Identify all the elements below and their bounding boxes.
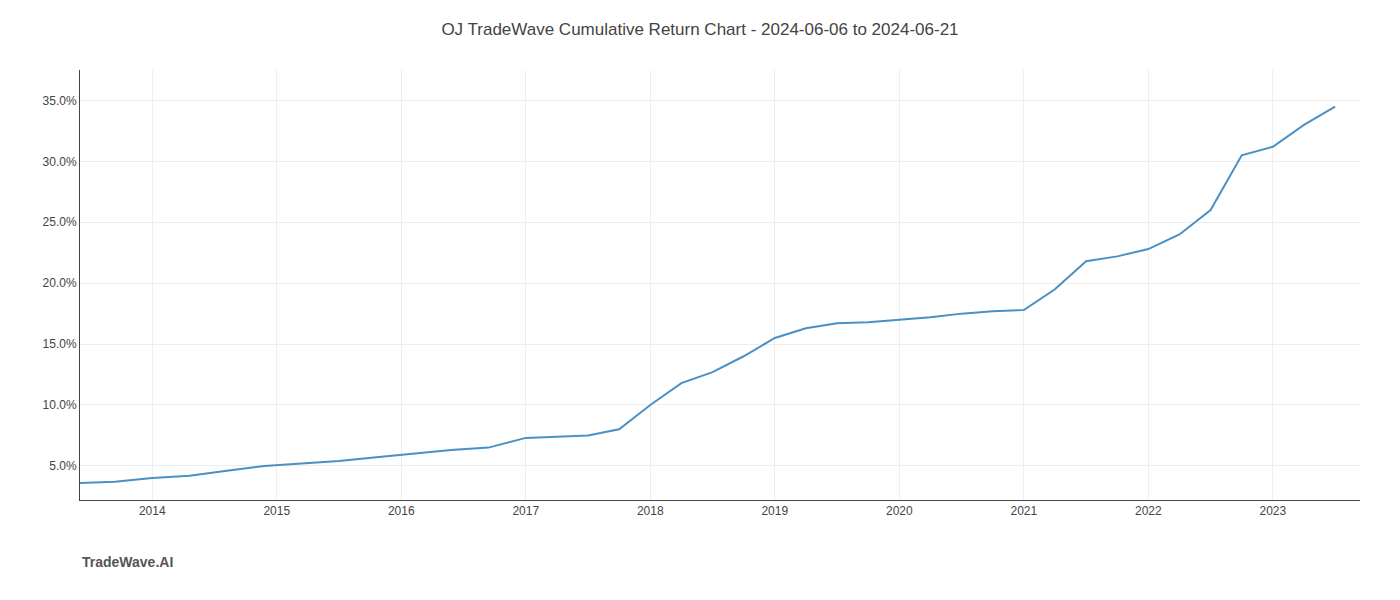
svg-text:2022: 2022 <box>1135 504 1162 518</box>
svg-text:5.0%: 5.0% <box>49 459 77 473</box>
svg-text:TradeWave.AI: TradeWave.AI <box>82 554 173 570</box>
svg-text:20.0%: 20.0% <box>43 276 77 290</box>
svg-text:25.0%: 25.0% <box>43 215 77 229</box>
svg-text:OJ TradeWave Cumulative Return: OJ TradeWave Cumulative Return Chart - 2… <box>441 20 958 39</box>
svg-text:2018: 2018 <box>637 504 664 518</box>
svg-text:2015: 2015 <box>263 504 290 518</box>
svg-text:35.0%: 35.0% <box>43 94 77 108</box>
svg-text:2020: 2020 <box>886 504 913 518</box>
svg-text:10.0%: 10.0% <box>43 398 77 412</box>
svg-text:2014: 2014 <box>139 504 166 518</box>
svg-text:2019: 2019 <box>761 504 788 518</box>
svg-text:30.0%: 30.0% <box>43 155 77 169</box>
svg-text:2017: 2017 <box>512 504 539 518</box>
svg-text:2016: 2016 <box>388 504 415 518</box>
svg-text:15.0%: 15.0% <box>43 337 77 351</box>
svg-text:2021: 2021 <box>1010 504 1037 518</box>
svg-text:2023: 2023 <box>1259 504 1286 518</box>
